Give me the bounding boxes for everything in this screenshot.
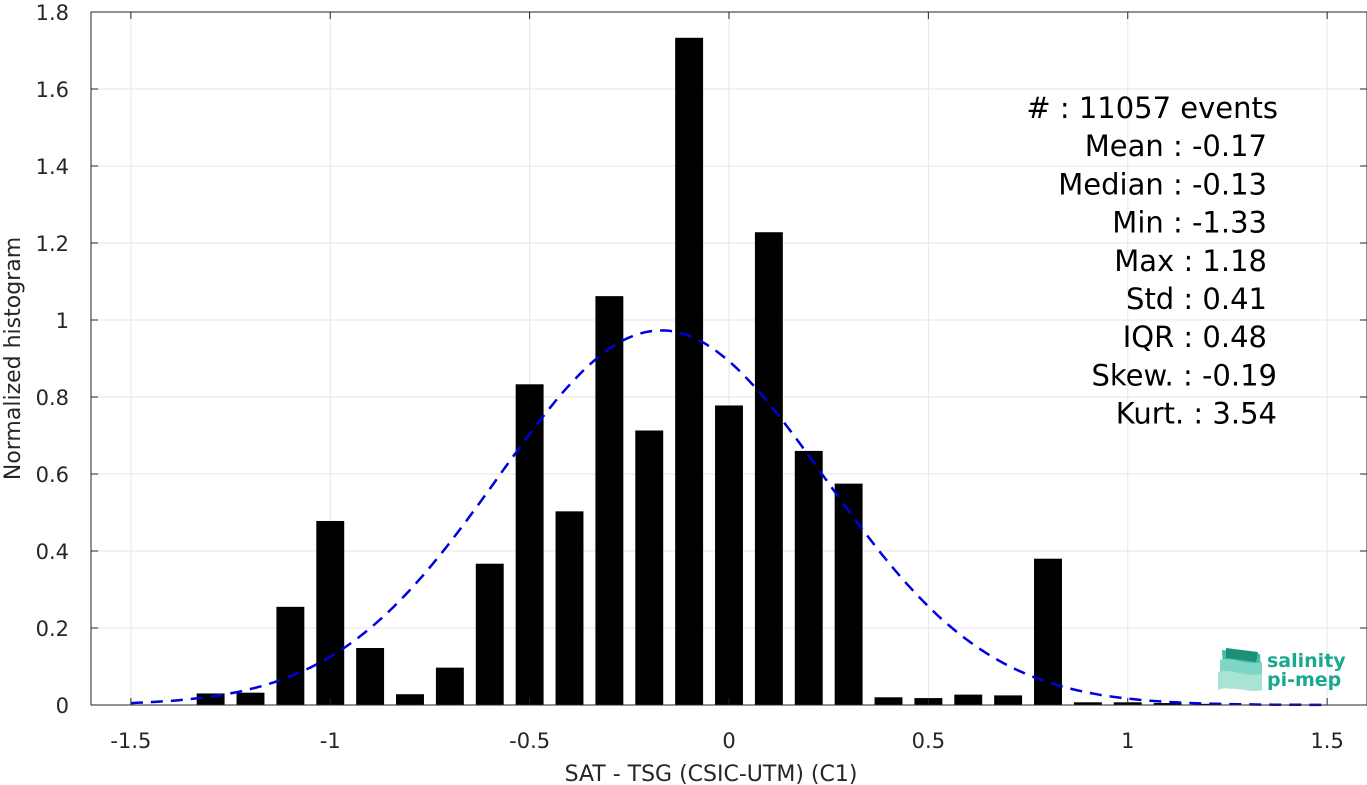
axis-ticks	[91, 11, 1367, 706]
bar-5	[396, 694, 424, 705]
y-tick-label-8: 1.6	[36, 78, 69, 102]
y-tick-label-1: 0.2	[36, 617, 69, 641]
stat-line-7: Skew. : -0.19	[1091, 358, 1277, 392]
y-tick-label-7: 1.4	[36, 155, 69, 179]
bar-16	[834, 483, 863, 705]
bar-20	[994, 695, 1023, 705]
bar-19	[954, 694, 983, 705]
stat-line-4: Max : 1.18	[1114, 244, 1267, 278]
bar-25	[1193, 703, 1222, 705]
gaussian-fit-curve	[130, 329, 1328, 707]
bar-13	[715, 405, 743, 705]
bar-4	[356, 648, 385, 705]
stat-line-0: # : 11057 events	[1026, 91, 1278, 125]
x-tick-label-1: -1	[320, 729, 341, 753]
stat-line-6: IQR : 0.48	[1123, 320, 1267, 354]
y-tick-label-9: 1.8	[36, 1, 69, 25]
y-tick-label-6: 1.2	[36, 232, 69, 256]
y-tick-label-4: 0.8	[36, 386, 69, 410]
bar-8	[515, 384, 544, 705]
stat-line-2: Median : -0.13	[1058, 167, 1267, 201]
x-tick-label-2: -0.5	[509, 729, 550, 753]
stat-line-3: Min : -1.33	[1112, 206, 1267, 240]
logo-text-pi-mep: pi-mep	[1267, 669, 1341, 691]
bar-7	[475, 563, 504, 705]
bar-22	[1073, 702, 1102, 705]
y-tick-label-2: 0.4	[36, 540, 69, 564]
bar-12	[675, 37, 704, 706]
bar-17	[874, 697, 903, 705]
x-tick-label-3: 0	[722, 729, 735, 753]
bar-6	[435, 667, 464, 705]
y-tick-label-3: 0.6	[36, 463, 69, 487]
y-tick-label-5: 1	[56, 309, 69, 333]
salinity-pi-mep-logo: salinity pi-mep	[1218, 648, 1346, 691]
x-tick-label-6: 1.5	[1310, 729, 1343, 753]
logo-wave-icon	[1218, 648, 1262, 691]
x-tick-label-4: 0.5	[912, 729, 945, 753]
bar-21	[1034, 558, 1062, 705]
logo-text-salinity: salinity	[1267, 650, 1346, 672]
bar-10	[595, 296, 624, 705]
x-tick-label-5: 1	[1121, 729, 1134, 753]
bar-9	[555, 511, 584, 705]
stat-line-8: Kurt. : 3.54	[1116, 397, 1277, 431]
bar-3	[316, 520, 345, 705]
bar-15	[794, 450, 823, 705]
histogram-bars	[196, 37, 1222, 706]
bar-11	[635, 430, 664, 705]
y-axis-label: Normalized histogram	[1, 237, 26, 480]
x-tick-label-0: -1.5	[110, 729, 151, 753]
bar-14	[754, 232, 783, 705]
bar-0	[196, 693, 225, 705]
bar-1	[236, 692, 265, 705]
bar-2	[276, 606, 305, 705]
stat-line-1: Mean : -0.17	[1085, 129, 1267, 163]
y-tick-label-0: 0	[56, 694, 69, 718]
stat-line-5: Std : 0.41	[1126, 282, 1267, 316]
y-tick-labels: 0 0.2 0.4 0.6 0.8 1 1.2 1.4 1.6 1.8	[36, 1, 69, 718]
bar-24	[1153, 703, 1182, 705]
stats-annotation: # : 11057 events Mean : -0.17 Median : -0.…	[1026, 91, 1278, 431]
x-axis-label: SAT - TSG (CSIC-UTM) (C1)	[565, 762, 858, 785]
x-tick-labels: -1.5 -1 -0.5 0 0.5 1 1.5	[110, 729, 1343, 753]
